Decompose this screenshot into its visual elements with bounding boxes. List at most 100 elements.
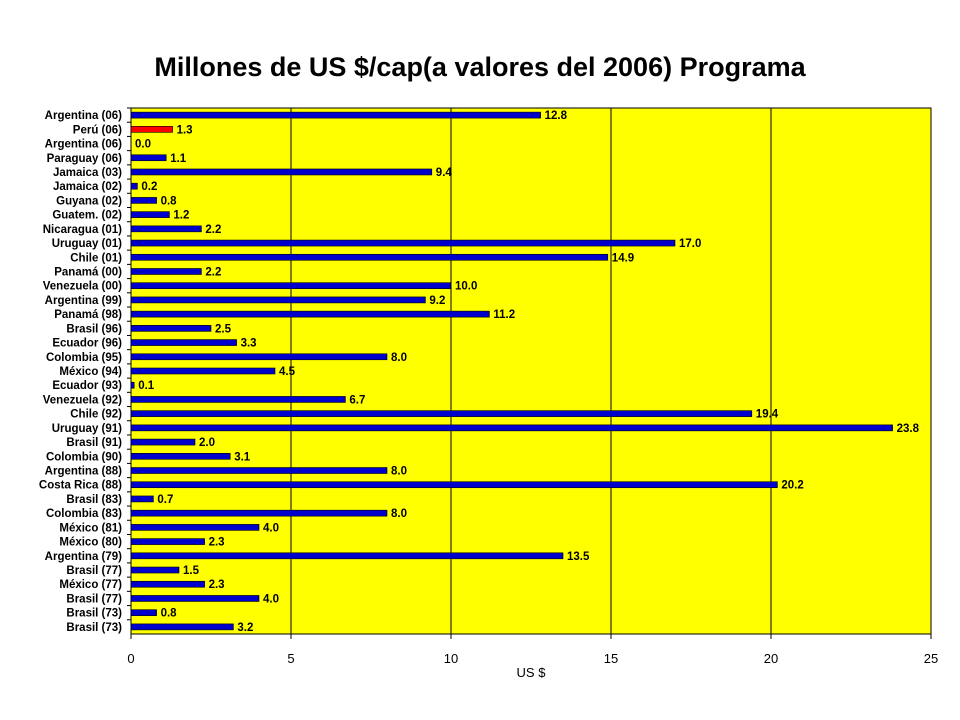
value-label: 4.0 [263, 522, 279, 534]
bar [130, 552, 564, 560]
x-tick-label: 10 [444, 651, 458, 666]
value-label: 1.1 [170, 153, 187, 165]
category-label: Ecuador (93) [52, 380, 122, 392]
bar [130, 325, 212, 332]
bar [130, 623, 234, 631]
category-label: Jamaica (03) [53, 167, 122, 179]
category-label: Uruguay (01) [52, 238, 122, 250]
value-label: 2.3 [209, 579, 225, 591]
bar [130, 253, 609, 261]
value-label: 2.2 [205, 224, 221, 236]
value-label: 8.0 [391, 466, 407, 478]
bar [130, 452, 231, 460]
category-label: Brasil (77) [66, 593, 122, 605]
category-label: Venezuela (92) [43, 394, 122, 406]
category-label: Brasil (73) [66, 608, 122, 620]
value-label: 0.8 [161, 195, 178, 207]
value-label: 9.4 [436, 167, 453, 179]
bar [130, 197, 157, 204]
bar [130, 367, 276, 375]
bar [130, 396, 346, 403]
category-label: Panamá (98) [54, 309, 122, 321]
value-label: 0.0 [135, 139, 151, 151]
category-label: Brasil (73) [66, 622, 122, 634]
category-label: Paraguay (06) [47, 153, 123, 165]
bar [130, 239, 676, 247]
value-label: 1.3 [177, 124, 193, 136]
value-label: 2.0 [199, 437, 215, 449]
bar [130, 509, 388, 517]
value-label: 19.4 [756, 409, 779, 421]
category-label: Brasil (96) [66, 323, 122, 335]
bar [130, 495, 154, 503]
category-label: Colombia (83) [46, 508, 122, 520]
bar [130, 595, 260, 602]
value-label: 9.2 [429, 295, 445, 307]
bar [130, 111, 541, 119]
x-tick-label: 0 [127, 651, 134, 666]
value-label: 12.8 [545, 110, 568, 122]
bar [130, 424, 893, 432]
value-label: 1.5 [183, 565, 200, 577]
category-label: Colombia (95) [46, 352, 122, 364]
bar [130, 481, 778, 489]
bar [130, 182, 138, 190]
value-label: 23.8 [897, 423, 920, 435]
category-label: Costa Rica (88) [39, 480, 122, 492]
category-label: México (80) [59, 537, 122, 549]
bar [130, 154, 167, 162]
category-label: Argentina (06) [45, 139, 122, 151]
bar [130, 467, 388, 474]
category-label: México (81) [59, 522, 122, 534]
category-label: Chile (92) [70, 409, 122, 421]
value-label: 8.0 [391, 508, 407, 520]
x-tick-label: 20 [764, 651, 778, 666]
category-label: Brasil (77) [66, 565, 122, 577]
bar [130, 225, 202, 233]
value-label: 0.7 [157, 494, 173, 506]
category-label: Brasil (91) [66, 437, 122, 449]
value-label: 3.2 [237, 622, 253, 634]
x-tick-label: 25 [924, 651, 938, 666]
bar [130, 580, 205, 588]
category-label: Chile (01) [70, 252, 122, 264]
category-label: Argentina (79) [45, 551, 122, 563]
category-label: Venezuela (00) [43, 281, 122, 293]
value-label: 10.0 [455, 281, 477, 293]
category-label: Jamaica (02) [53, 181, 122, 193]
category-label: Argentina (99) [45, 295, 122, 307]
value-label: 3.1 [234, 451, 251, 463]
value-label: 3.3 [241, 338, 257, 350]
value-label: 6.7 [349, 394, 365, 406]
category-label: Guyana (02) [56, 195, 122, 207]
value-label: 0.8 [161, 608, 178, 620]
chart-title: Millones de US $/cap(a valores del 2006)… [154, 52, 806, 82]
x-axis-label: US $ [517, 665, 547, 680]
bar [130, 410, 753, 417]
bar [130, 339, 237, 346]
value-label: 8.0 [391, 352, 407, 364]
bar [130, 381, 135, 389]
category-label: Nicaragua (01) [43, 224, 122, 236]
x-tick-label: 5 [287, 651, 294, 666]
bar [130, 566, 180, 574]
value-label: 0.1 [138, 380, 155, 392]
category-label: Perú (06) [73, 124, 122, 136]
value-label: 20.2 [781, 480, 803, 492]
category-label: México (94) [59, 366, 122, 378]
bar [130, 168, 433, 176]
x-tick-label: 15 [604, 651, 618, 666]
value-label: 14.9 [612, 252, 634, 264]
bar [130, 524, 260, 531]
category-label: Argentina (06) [45, 110, 122, 122]
value-label: 4.0 [263, 593, 279, 605]
bar [130, 126, 173, 133]
value-label: 2.3 [209, 537, 225, 549]
value-label: 1.2 [173, 210, 189, 222]
value-label: 11.2 [493, 309, 515, 321]
value-label: 2.2 [205, 266, 221, 278]
category-label: Colombia (90) [46, 451, 122, 463]
bar [130, 296, 426, 304]
category-label: Argentina (88) [45, 466, 122, 478]
